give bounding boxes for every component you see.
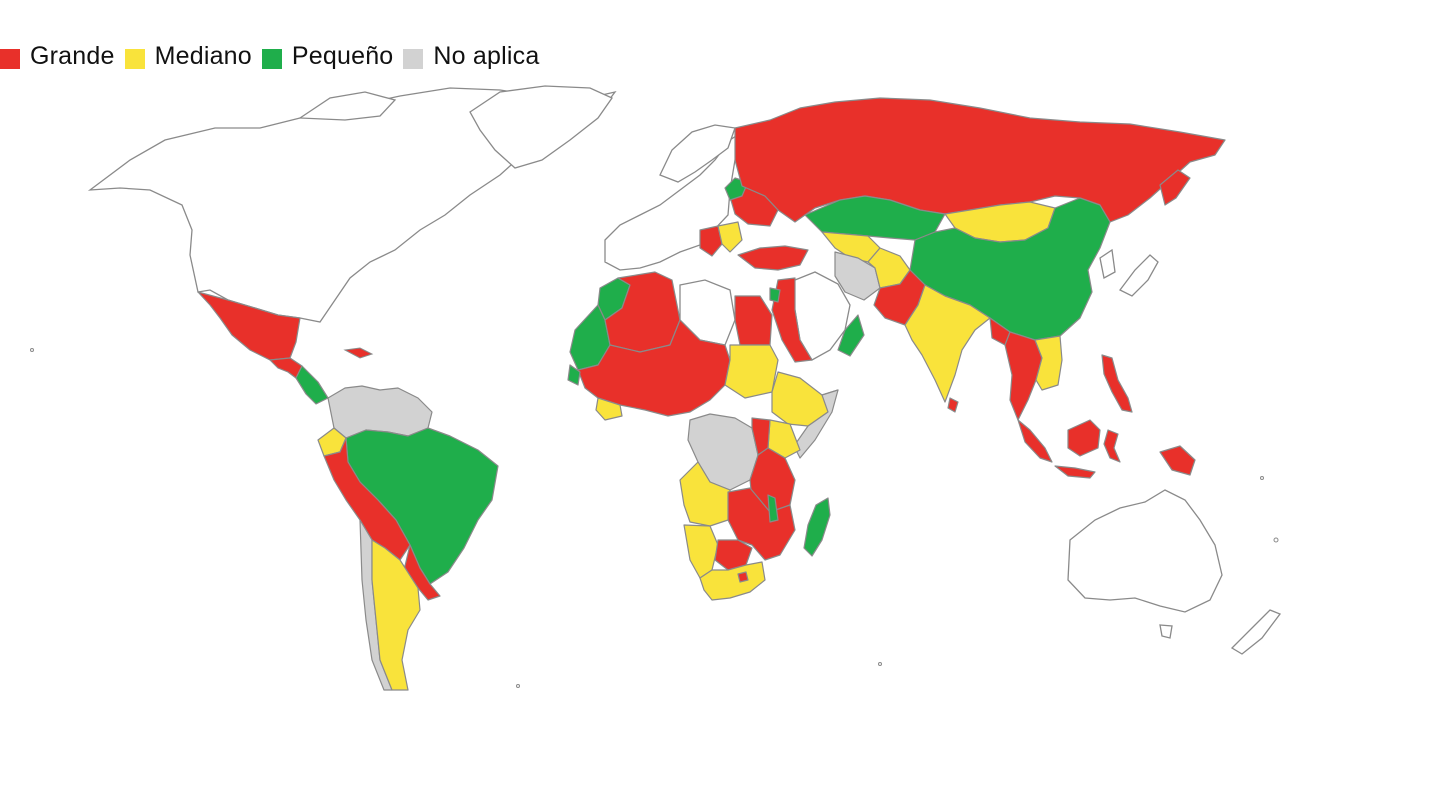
island-dot-3: [516, 684, 520, 688]
region-australia: [1067, 489, 1223, 613]
region-balkans-red: [699, 225, 723, 257]
region-zambia: [727, 487, 796, 561]
region-indochina-yellow: [1034, 335, 1063, 391]
legend-item-grande: Grande: [0, 42, 115, 71]
legend-item-mediano: Mediano: [124, 41, 252, 71]
region-balkans-yellow: [717, 221, 743, 253]
island-dot-4: [1273, 537, 1279, 543]
region-central-america-green: [295, 365, 329, 405]
region-lesotho: [737, 571, 749, 583]
island-dot-5: [1260, 476, 1264, 480]
region-java: [1054, 465, 1096, 479]
region-caribbean: [343, 347, 374, 359]
region-egypt: [734, 295, 773, 346]
region-somalia: [793, 389, 839, 459]
region-korea: [1099, 248, 1116, 279]
region-myanmar: [1004, 331, 1043, 421]
legend-swatch-mediano: [124, 49, 145, 69]
region-turkey: [737, 245, 809, 271]
region-argentina: [371, 539, 421, 691]
region-south-america-north: [327, 385, 433, 439]
legend-item-no-aplica: No aplica: [403, 42, 539, 71]
region-levant-green: [769, 287, 781, 303]
region-madagascar: [803, 497, 831, 557]
region-west-africa-yellow: [595, 397, 623, 421]
legend-swatch-pequeno: [261, 49, 282, 69]
region-sumatra: [1017, 419, 1053, 463]
region-scandinavia: [659, 124, 736, 183]
legend-label-pequeno: Pequeño: [291, 41, 394, 70]
region-greenland: [469, 85, 613, 169]
region-new-guinea: [1159, 445, 1196, 476]
region-malawi-green: [767, 494, 779, 523]
region-oman-green: [837, 314, 865, 357]
legend-label-grande: Grande: [30, 41, 115, 70]
map-legend: Grande Mediano Pequeño No aplica: [0, 36, 549, 76]
region-borneo: [1067, 419, 1101, 457]
region-philippines: [1101, 354, 1133, 413]
region-arabia-red: [771, 277, 813, 363]
region-sri-lanka: [947, 397, 959, 413]
region-sudan: [724, 344, 779, 399]
region-japan: [1119, 254, 1159, 297]
region-senegal-green: [567, 364, 581, 386]
island-dot-2: [878, 662, 882, 666]
region-europe: [604, 128, 747, 271]
region-kamchatka: [1159, 169, 1191, 206]
region-arctic-islands: [297, 91, 397, 121]
legend-label-no-aplica: No aplica: [433, 41, 540, 70]
region-tasmania: [1159, 624, 1173, 639]
region-india: [904, 284, 991, 403]
legend-label-mediano: Mediano: [154, 41, 252, 70]
region-new-zealand: [1230, 609, 1282, 655]
island-dot-1: [30, 348, 34, 352]
region-iran-grey: [834, 251, 881, 301]
region-russia: [734, 97, 1226, 223]
legend-item-pequeno: Pequeño: [261, 41, 394, 71]
legend-swatch-grande: [0, 49, 20, 69]
region-sulawesi: [1103, 429, 1121, 463]
region-south-africa: [699, 561, 766, 601]
legend-swatch-no-aplica: [403, 49, 424, 69]
